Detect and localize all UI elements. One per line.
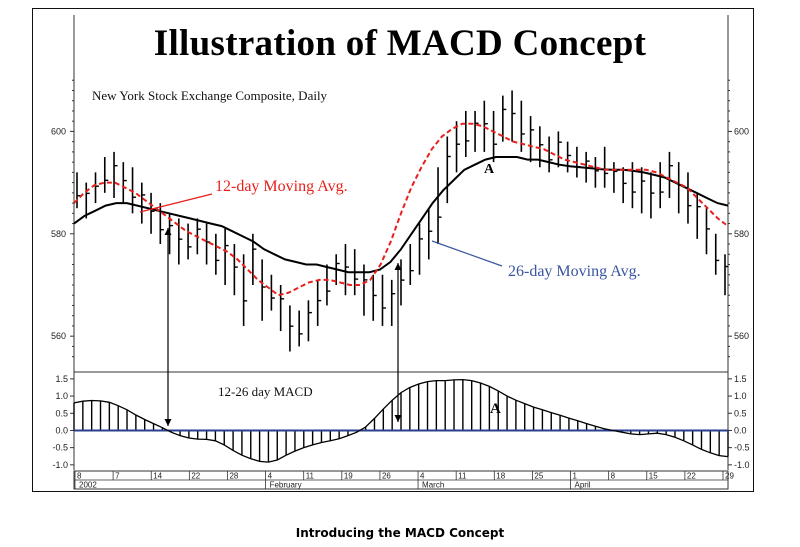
date-tick-label: 19 [344, 472, 353, 481]
price-tick-label: 580 [734, 229, 749, 239]
month-label: March [422, 481, 444, 490]
macd-tick-label: -1.0 [52, 460, 68, 470]
date-tick-label: 14 [153, 472, 162, 481]
ma12-pointer [139, 193, 213, 213]
date-tick-label: 22 [191, 472, 200, 481]
crossover-arrow-2-head-top [394, 263, 402, 270]
macd-tick-label: 0.0 [55, 425, 68, 435]
crossover-arrow-1-head-bottom [164, 419, 172, 426]
month-label: 2002 [79, 481, 97, 490]
macd-histogram [73, 379, 729, 463]
macd-tick-label: -0.5 [734, 443, 750, 453]
date-tick-label: 22 [687, 472, 696, 481]
price-marker-a: A [484, 162, 495, 177]
ma26-annotation: 26-day Moving Avg. [508, 263, 641, 280]
date-tick-label: 18 [496, 472, 505, 481]
price-tick-label: 560 [51, 331, 66, 341]
macd-marker-a: A [490, 401, 501, 417]
ma26-pointer [431, 240, 503, 267]
date-tick-label: 1 [573, 472, 578, 481]
macd-tick-label: 0.5 [55, 408, 68, 418]
month-label: April [575, 481, 591, 490]
macd-tick-label: 1.0 [734, 391, 747, 401]
macd-axes: 1.5 1.5 1.0 1.0 0.5 0.5 0.0 0.0 -0.5 -0.5 -1.0 -1.0 [52, 374, 749, 470]
ma26-line [73, 156, 729, 274]
date-tick-label: 28 [229, 472, 238, 481]
date-tick-label: 4 [420, 472, 425, 481]
date-tick-label: 7 [115, 472, 120, 481]
ma12-line [73, 122, 729, 297]
date-tick-label: 15 [649, 472, 658, 481]
price-bars [76, 90, 729, 352]
chart-frame [32, 8, 754, 492]
price-axes: 560 560 580 580 600 600 [51, 15, 749, 470]
date-tick-label: 25 [534, 472, 543, 481]
figure-caption: Introducing the MACD Concept [295, 526, 505, 540]
macd-chart: New York Stock Exchange Composite, Daily… [51, 15, 750, 490]
date-tick-label: 4 [268, 472, 273, 481]
date-tick-label: 8 [611, 472, 616, 481]
date-tick-label: 11 [458, 472, 467, 481]
price-tick-label: 600 [51, 126, 66, 136]
macd-tick-label: 0.0 [734, 425, 747, 435]
chart-title: Illustration of MACD Concept [153, 23, 647, 64]
ma12-annotation: 12-day Moving Avg. [215, 178, 348, 195]
macd-tick-label: -1.0 [734, 460, 750, 470]
price-tick-label: 600 [734, 126, 749, 136]
price-tick-label: 580 [51, 229, 66, 239]
macd-label: 12-26 day MACD [218, 384, 313, 399]
crossover-arrow-2-head-bottom [394, 415, 402, 422]
date-tick-label: 26 [382, 472, 391, 481]
macd-tick-label: 1.5 [734, 374, 747, 384]
macd-tick-label: -0.5 [52, 443, 68, 453]
annotation-pointers [139, 193, 503, 426]
macd-tick-label: 1.5 [55, 374, 68, 384]
macd-tick-label: 0.5 [734, 408, 747, 418]
macd-outline [73, 378, 729, 463]
month-label: February [270, 481, 302, 490]
crossover-arrow-1-head-top [164, 228, 172, 235]
date-tick-label: 11 [306, 472, 315, 481]
price-tick-label: 560 [734, 331, 749, 341]
price-subtitle: New York Stock Exchange Composite, Daily [92, 88, 328, 103]
date-tick-label: 29 [725, 472, 734, 481]
date-tick-label: 8 [77, 472, 82, 481]
macd-tick-label: 1.0 [55, 391, 68, 401]
